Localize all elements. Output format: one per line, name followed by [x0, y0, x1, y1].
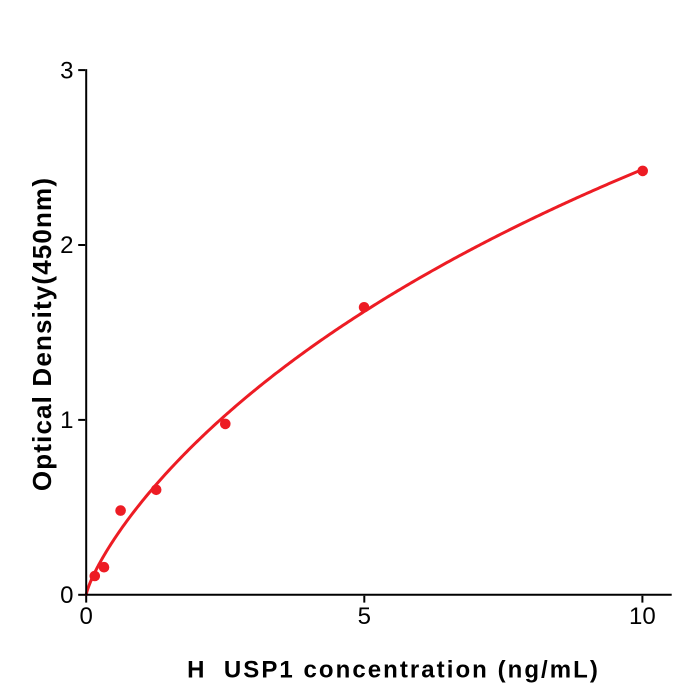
- svg-text:10: 10: [629, 603, 656, 630]
- svg-text:2: 2: [60, 232, 73, 259]
- svg-text:1: 1: [60, 407, 73, 434]
- svg-text:0: 0: [60, 582, 73, 609]
- svg-text:5: 5: [358, 603, 371, 630]
- svg-text:0: 0: [80, 603, 93, 630]
- svg-text:H USP1 concentration (ng/mL): H USP1 concentration (ng/mL): [187, 657, 600, 684]
- svg-text:Optical Density(450nm): Optical Density(450nm): [27, 177, 57, 491]
- svg-text:3: 3: [60, 57, 73, 84]
